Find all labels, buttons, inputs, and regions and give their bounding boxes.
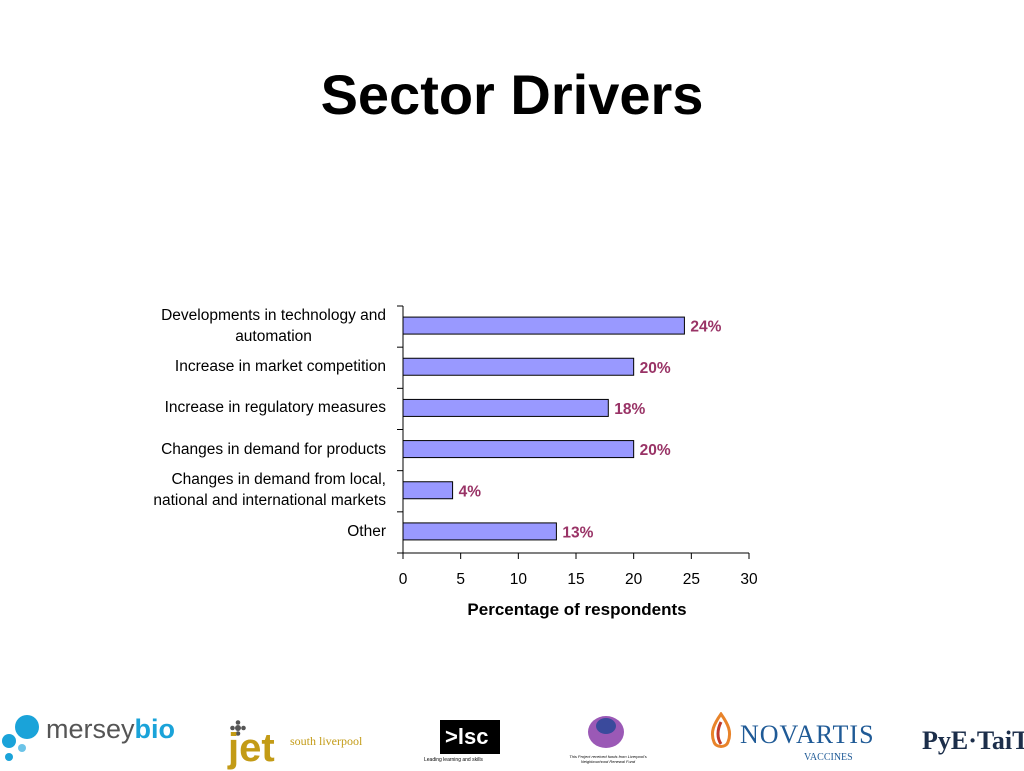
data-label: 4% — [459, 483, 482, 500]
slide-title: Sector Drivers — [320, 63, 704, 126]
data-label: 20% — [640, 442, 671, 459]
novartis-text: NOVARTIS — [740, 720, 875, 749]
novartis-logo: NOVARTIS VACCINES — [708, 710, 874, 766]
jet-text: jet — [228, 726, 275, 770]
objective-one-icon — [588, 716, 624, 748]
flower-icon — [230, 720, 246, 736]
category-label-line: Other — [347, 522, 386, 540]
novartis-vaccines-text: VACCINES — [804, 752, 853, 763]
lsc-text: >lsc — [445, 724, 489, 749]
x-axis-title: Percentage of respondents — [467, 600, 686, 619]
objective-one-logo: This Project received funds from Liverpo… — [560, 714, 656, 768]
category-label: Increase in market competition — [175, 356, 386, 377]
x-tick-label: 0 — [399, 571, 408, 588]
bar — [402, 522, 557, 541]
x-tick-label: 30 — [740, 571, 758, 588]
category-label-line: Increase in regulatory measures — [164, 399, 386, 417]
x-tick-label: 10 — [510, 571, 528, 588]
category-label: Developments in technology and automation — [161, 305, 386, 347]
objective-one-text: This Project received funds from Liverpo… — [569, 754, 647, 764]
category-label: Increase in regulatory measures — [165, 397, 386, 418]
category-label: Changes in demand from local, national an… — [153, 469, 386, 511]
category-label-line: Developments in technology and — [161, 306, 386, 324]
bar — [402, 481, 454, 500]
bar — [402, 316, 685, 335]
pye-tait-logo: PyE·TaiT — [922, 726, 1024, 766]
merseybio-dots-icon — [2, 715, 39, 761]
category-label-line: national and international markets — [153, 492, 386, 510]
bar — [402, 440, 635, 459]
data-label: 20% — [640, 360, 671, 377]
novartis-flame-icon — [710, 712, 732, 748]
jet-subtitle: south liverpool — [290, 734, 363, 748]
category-label: Changes in demand for products — [161, 439, 386, 460]
category-label: Other — [347, 521, 386, 542]
x-tick-label: 15 — [567, 571, 584, 588]
x-tick-label: 5 — [456, 571, 465, 588]
x-tick-label: 25 — [683, 571, 700, 588]
lsc-logo: >lsc Leading learning and skills — [424, 720, 514, 766]
category-label-line: Changes in demand for products — [161, 440, 386, 458]
jet-logo: jet south liverpool — [228, 720, 378, 770]
category-label-line: Changes in demand from local, — [171, 471, 386, 489]
data-label: 18% — [614, 401, 645, 418]
bar — [402, 398, 609, 417]
bar-chart: 0 5 10 15 20 25 30 Percentage of respondents 24… — [397, 305, 758, 619]
lsc-tagline: Leading learning and skills — [424, 757, 483, 763]
merseybio-text: mersey — [46, 714, 135, 744]
merseybio-bio-text: bio — [134, 714, 176, 744]
category-label-line: automation — [235, 327, 312, 345]
x-tick-label: 20 — [625, 571, 643, 588]
bar — [402, 357, 635, 376]
data-label: 24% — [690, 319, 721, 336]
pye-tait-text: PyE·TaiT — [922, 726, 1024, 755]
category-label-line: Increase in market competition — [174, 358, 386, 376]
merseybio-logo: merseybio — [0, 712, 180, 762]
footer-logos: merseybio jet south liverpool >lsc Leadi… — [0, 700, 1024, 770]
data-label: 13% — [562, 524, 593, 541]
